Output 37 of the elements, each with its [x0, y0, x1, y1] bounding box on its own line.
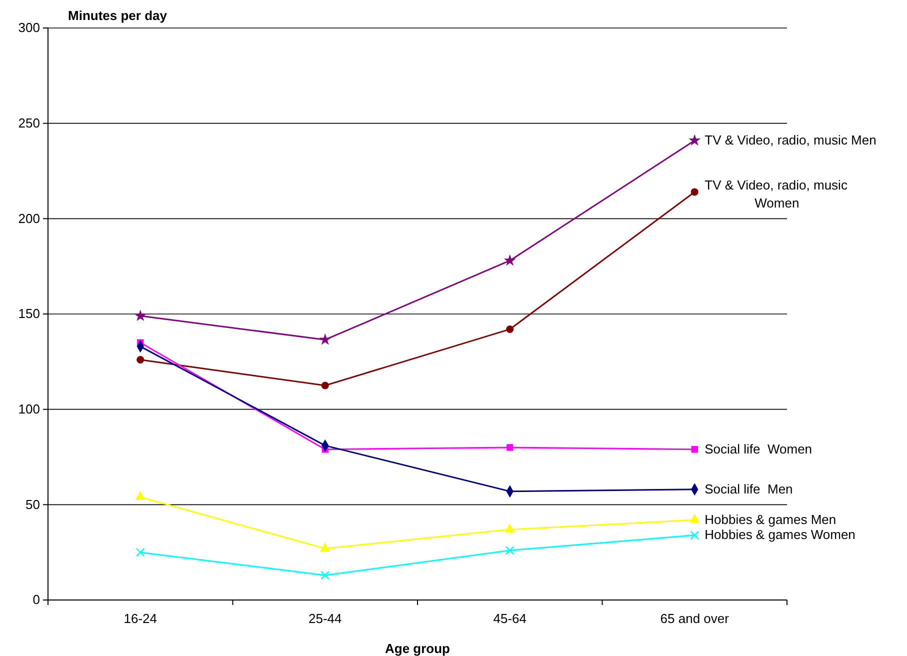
x-tick-label: 16-24: [124, 611, 157, 626]
point: [691, 446, 698, 453]
series-label: Hobbies & games Women: [704, 527, 856, 542]
point: [505, 546, 514, 555]
point: [690, 188, 698, 196]
point: [690, 514, 700, 523]
y-tick-label: 250: [18, 115, 40, 130]
point: [690, 530, 700, 540]
point: [506, 325, 514, 334]
point: [320, 542, 330, 552]
point: [506, 444, 514, 451]
series-label: TV & Video, radio, music Women: [704, 177, 848, 211]
y-tick-label: 100: [18, 401, 40, 416]
series-label: Social life Women: [704, 441, 812, 456]
point: [134, 310, 146, 322]
point: [135, 491, 146, 500]
series-label: Hobbies & games Men: [704, 512, 836, 527]
x-tick-label: 65 and over: [660, 611, 730, 626]
y-tick-label: 50: [26, 496, 40, 512]
y-axis-title: Minutes per day: [68, 8, 168, 23]
y-tick-label: 0: [32, 592, 40, 608]
point: [320, 570, 330, 580]
x-axis-title: Age group: [385, 641, 450, 656]
y-tick-label: 150: [18, 306, 40, 322]
point: [319, 333, 332, 345]
series-label: TV & Video, radio, music Men: [704, 132, 876, 148]
series-label: Social life Men: [704, 481, 793, 496]
x-tick-label: 45-64: [493, 611, 526, 626]
point: [688, 134, 701, 146]
point: [136, 548, 145, 557]
point: [504, 254, 516, 266]
y-tick-label: 300: [18, 20, 40, 36]
x-tick-label: 25-44: [308, 611, 342, 626]
y-tick-label: 200: [18, 210, 40, 226]
point: [136, 356, 144, 364]
point: [321, 382, 329, 390]
point: [504, 524, 515, 532]
